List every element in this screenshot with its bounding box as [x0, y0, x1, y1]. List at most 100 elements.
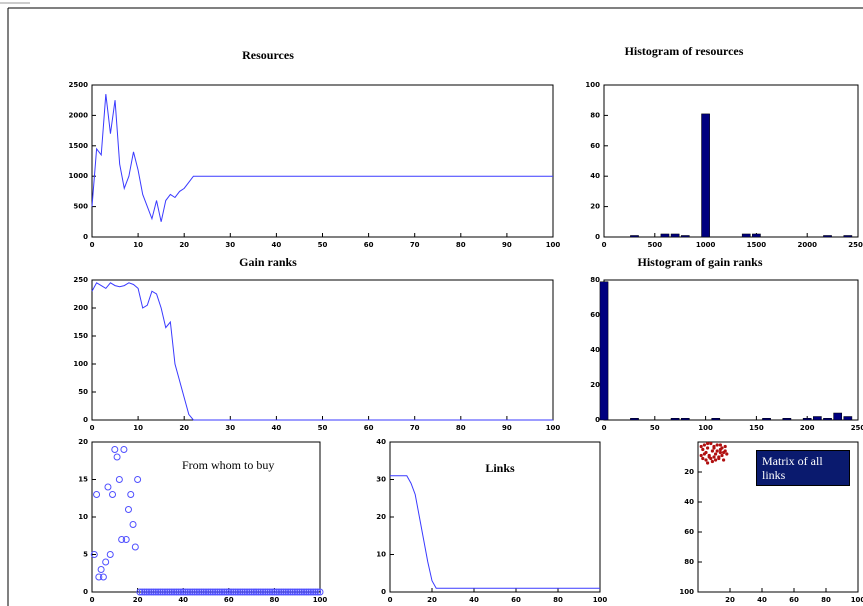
matrix-entry — [709, 441, 713, 446]
histogram-bar — [741, 233, 751, 238]
matrix-entry — [723, 449, 727, 453]
y-tick-label: 20 — [590, 381, 600, 389]
scatter-point — [234, 588, 242, 596]
scatter-point — [202, 588, 210, 596]
matrix-entry — [706, 461, 710, 465]
scatter-point — [250, 588, 258, 596]
scatter-point — [314, 588, 322, 596]
scatter-point — [300, 588, 308, 596]
scatter-point — [191, 588, 199, 596]
x-tick-label: 20 — [179, 241, 189, 249]
matrix-entry — [717, 456, 721, 461]
y-tick-label: 60 — [590, 142, 600, 150]
matrix-entry — [710, 449, 715, 453]
y-tick-label: 30 — [376, 476, 386, 484]
x-tick-label: 0 — [90, 596, 95, 604]
matrix-entry — [722, 458, 726, 462]
histogram-bar — [802, 418, 812, 421]
scatter-point — [254, 588, 262, 596]
x-tick-label: 80 — [456, 241, 466, 249]
scatter-point — [90, 551, 98, 558]
chart-title: Histogram of gain ranks — [637, 255, 762, 269]
y-tick-label: 250 — [73, 276, 88, 284]
scatter-point — [229, 588, 237, 596]
matrix-entry — [720, 453, 724, 458]
x-tick-label: 100 — [593, 596, 608, 604]
matrix-entry — [699, 453, 703, 458]
x-tick-label: 70 — [410, 424, 420, 432]
matrix-entry — [714, 458, 718, 462]
y-tick-label: 1500 — [69, 142, 89, 150]
scatter-point — [181, 588, 189, 596]
x-tick-label: 40 — [272, 424, 282, 432]
scatter-point — [264, 588, 272, 596]
matrix-entry — [723, 444, 727, 449]
scatter-point — [136, 588, 144, 596]
scatter-point — [268, 588, 276, 596]
y-tick-label: 60 — [684, 528, 694, 536]
x-tick-label: 10 — [133, 424, 143, 432]
y-tick-label: 40 — [590, 346, 600, 354]
y-tick-label: 0 — [381, 588, 386, 596]
y-tick-label: 2000 — [69, 111, 89, 119]
scatter-point — [316, 588, 324, 596]
scatter-point — [225, 588, 233, 596]
scatter-point — [195, 588, 203, 596]
scatter-point — [243, 588, 251, 596]
x-tick-label: 20 — [427, 596, 437, 604]
y-tick-label: 0 — [83, 416, 88, 424]
matrix-entry — [706, 446, 710, 450]
matrix-entry — [709, 456, 713, 461]
axes-frame — [91, 279, 554, 421]
histogram-bar — [752, 233, 761, 238]
matrix-entry — [704, 458, 708, 462]
histogram-bar — [670, 418, 680, 421]
x-tick-label: 2500 — [848, 241, 863, 249]
scatter-point — [218, 588, 226, 596]
scatter-point — [188, 588, 196, 596]
scatter-point — [261, 588, 269, 596]
x-tick-label: 80 — [821, 596, 831, 604]
scatter-point — [120, 446, 128, 453]
y-tick-label: 5 — [83, 551, 88, 559]
scatter-point — [168, 588, 176, 596]
x-tick-label: 250 — [851, 424, 863, 432]
scatter-point — [106, 551, 114, 558]
scatter-point — [295, 588, 303, 596]
histogram-bar — [843, 416, 853, 421]
histogram-bar — [660, 233, 670, 238]
scatter-point — [275, 588, 283, 596]
x-tick-label: 0 — [90, 424, 95, 432]
y-tick-label: 60 — [590, 311, 600, 319]
scatter-point — [122, 536, 130, 543]
scatter-point — [238, 588, 246, 596]
x-tick-label: 100 — [698, 424, 713, 432]
scatter-point — [93, 491, 101, 498]
scatter-point — [266, 588, 274, 596]
scatter-point — [216, 588, 224, 596]
histogram-bar — [762, 418, 771, 421]
scatter-point — [273, 588, 281, 596]
x-tick-label: 60 — [364, 241, 374, 249]
x-tick-label: 0 — [602, 241, 607, 249]
x-tick-label: 50 — [318, 424, 328, 432]
scatter-point — [298, 588, 306, 596]
scatter-point — [138, 588, 146, 596]
chart-title: Links — [485, 461, 515, 475]
x-tick-label: 90 — [502, 424, 512, 432]
scatter-point — [129, 521, 137, 528]
matrix-entry — [715, 443, 719, 447]
scatter-point — [170, 588, 178, 596]
scatter-point — [95, 573, 103, 581]
y-tick-label: 10 — [78, 513, 88, 521]
scatter-point — [252, 588, 260, 596]
scatter-point — [284, 588, 292, 596]
scatter-point — [197, 588, 205, 596]
y-tick-label: 20 — [684, 468, 694, 476]
matrix-entry — [710, 459, 715, 464]
scatter-point — [152, 588, 160, 596]
scatter-point — [172, 588, 180, 596]
histogram-bar — [823, 235, 832, 238]
scatter-point — [193, 588, 201, 596]
